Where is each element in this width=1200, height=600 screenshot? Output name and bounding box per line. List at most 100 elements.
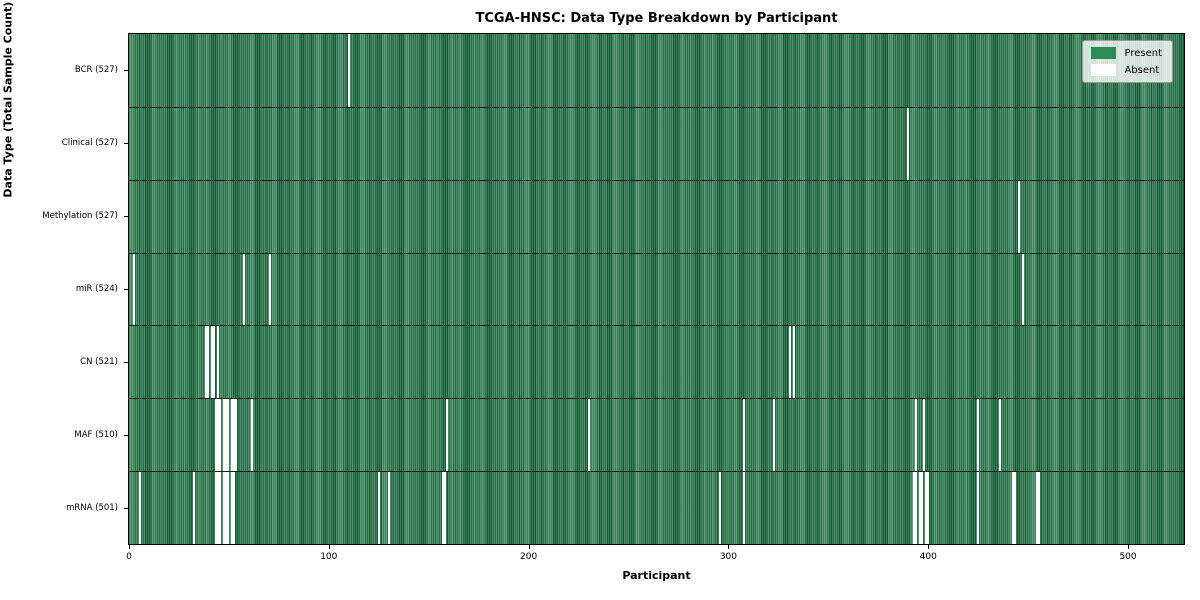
absent-mark — [914, 472, 917, 544]
absent-mark — [192, 472, 195, 544]
absent-swatch-icon — [1091, 64, 1117, 76]
absent-mark — [214, 472, 217, 544]
absent-mark — [218, 472, 221, 544]
absent-mark — [388, 472, 391, 544]
rows — [129, 34, 1184, 544]
x-axis-label: Participant — [622, 569, 691, 582]
absent-mark — [232, 399, 235, 472]
x-axis-ticks: 0 100 200 300 400 500 — [126, 545, 1185, 567]
legend-entry-absent: Absent — [1091, 64, 1162, 76]
absent-mark — [1018, 180, 1021, 253]
present-swatch-icon — [1091, 47, 1117, 59]
absent-mark — [789, 326, 792, 399]
absent-mark — [1038, 472, 1041, 544]
row-BCR — [129, 34, 1184, 107]
absent-mark — [998, 399, 1001, 472]
y-tick-mark — [124, 435, 128, 437]
absent-mark — [224, 472, 227, 544]
absent-mark — [743, 399, 746, 472]
absent-mark — [719, 472, 722, 544]
absent-mark — [1014, 472, 1017, 544]
absent-mark — [216, 472, 219, 544]
y-tick-mark — [124, 142, 128, 144]
absent-mark — [914, 399, 917, 472]
y-tick-label: Methylation (527) — [42, 210, 118, 221]
absent-mark — [214, 399, 217, 472]
absent-mark — [920, 472, 923, 544]
y-tick-label: mRNA (501) — [66, 503, 118, 514]
absent-mark — [206, 326, 209, 399]
absent-mark — [444, 472, 447, 544]
absent-mark — [1036, 472, 1039, 544]
x-tick-mark — [728, 545, 730, 549]
x-tick-label: 0 — [126, 552, 132, 562]
x-tick-label: 200 — [520, 552, 538, 562]
legend-entry-present: Present — [1091, 47, 1162, 59]
absent-mark — [218, 399, 221, 472]
x-tick-label: 500 — [1119, 552, 1137, 562]
legend-label-present: Present — [1124, 47, 1162, 59]
plot-area: Present Absent — [128, 33, 1185, 545]
chart-title: TCGA-HNSC: Data Type Breakdown by Partic… — [475, 11, 838, 26]
absent-mark — [446, 399, 449, 472]
x-tick-mark — [928, 545, 930, 549]
absent-mark — [230, 399, 233, 472]
absent-mark — [743, 472, 746, 544]
row-MAF — [129, 398, 1184, 472]
y-tick-label: Clinical (527) — [61, 137, 118, 148]
y-tick-mark — [124, 508, 128, 510]
y-tick-label: miR (524) — [75, 284, 118, 294]
y-tick-mark — [124, 215, 128, 217]
legend-label-absent: Absent — [1124, 64, 1160, 76]
absent-mark — [1012, 472, 1015, 544]
absent-mark — [226, 399, 229, 472]
absent-mark — [442, 472, 445, 544]
row-miR — [129, 252, 1184, 326]
absent-mark — [924, 472, 927, 544]
x-tick-label: 400 — [919, 552, 937, 562]
x-tick-mark — [528, 545, 530, 549]
absent-mark — [132, 253, 135, 326]
absent-mark — [222, 399, 225, 472]
absent-mark — [204, 326, 207, 399]
y-tick-label: CN (521) — [80, 357, 118, 368]
absent-mark — [926, 472, 929, 544]
absent-mark — [378, 472, 381, 544]
absent-mark — [912, 472, 915, 544]
absent-mark — [793, 326, 796, 399]
absent-mark — [242, 253, 245, 326]
y-tick-label: MAF (510) — [74, 430, 118, 441]
absent-mark — [922, 399, 925, 472]
absent-mark — [210, 326, 213, 399]
row-mRNA — [129, 471, 1184, 544]
absent-mark — [230, 472, 233, 544]
x-tick-mark — [1128, 545, 1130, 549]
absent-mark — [226, 472, 229, 544]
absent-mark — [976, 399, 979, 472]
absent-mark — [222, 472, 225, 544]
y-tick-label: BCR (527) — [74, 64, 118, 75]
x-tick-mark — [128, 545, 130, 549]
y-tick-mark — [124, 289, 128, 290]
row-Clinical — [129, 106, 1184, 180]
absent-mark — [224, 399, 227, 472]
x-tick-label: 300 — [719, 552, 738, 562]
absent-mark — [232, 472, 235, 544]
absent-mark — [216, 399, 219, 472]
x-tick-mark — [328, 545, 330, 549]
absent-mark — [234, 399, 237, 472]
y-tick-mark — [124, 362, 128, 364]
absent-mark — [268, 253, 271, 326]
absent-mark — [918, 472, 921, 544]
absent-mark — [773, 399, 776, 472]
absent-mark — [216, 326, 219, 399]
absent-mark — [138, 472, 141, 544]
absent-mark — [587, 399, 590, 472]
y-tick-mark — [124, 69, 128, 71]
absent-mark — [1022, 253, 1025, 326]
absent-mark — [212, 326, 215, 399]
y-axis-ticks: BCR (527) Clinical (527) Methylation (527)… — [0, 33, 128, 545]
row-CN — [129, 325, 1184, 399]
absent-mark — [250, 399, 253, 472]
